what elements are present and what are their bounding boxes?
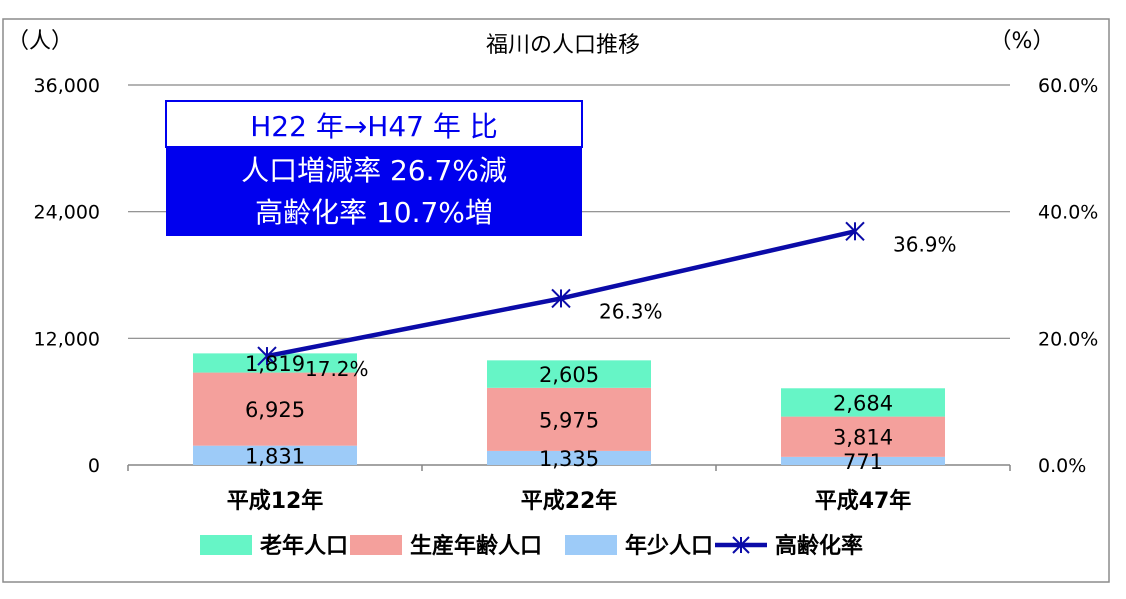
aging-rate-marker bbox=[845, 221, 865, 242]
bar-segment bbox=[193, 372, 357, 446]
legend-swatch bbox=[350, 535, 402, 555]
annotation-header-text: H22 年→H47 年 比 bbox=[250, 110, 498, 143]
left-tick-label: 12,000 bbox=[34, 328, 100, 350]
bar-segment bbox=[781, 416, 945, 457]
bar-value-label: 3,814 bbox=[833, 426, 893, 450]
bar-value-label: 2,684 bbox=[833, 391, 893, 415]
aging-rate-value-label: 36.9% bbox=[893, 232, 957, 256]
axes: 0 12,000 24,000 36,000 0.0% 20.0% 40.0% 60.0% 平成… bbox=[34, 75, 1099, 514]
right-tick-label: 0.0% bbox=[1038, 455, 1086, 477]
left-tick-label: 24,000 bbox=[34, 202, 100, 224]
aging-rate-line bbox=[257, 221, 865, 366]
bar-segment bbox=[487, 387, 651, 451]
category-label: 平成22年 bbox=[521, 488, 618, 514]
legend-marker bbox=[732, 536, 750, 554]
bar-value-label: 2,605 bbox=[539, 363, 599, 387]
annotation-header-bg bbox=[165, 100, 583, 148]
bar-value-label: 1,335 bbox=[539, 447, 599, 471]
category-label: 平成12年 bbox=[227, 488, 324, 514]
legend-label: 生産年齢人口 bbox=[410, 533, 542, 559]
bar-segment bbox=[193, 445, 357, 465]
left-tick-label: 36,000 bbox=[34, 75, 100, 97]
right-tick-label: 60.0% bbox=[1038, 75, 1098, 97]
aging-rate-marker bbox=[551, 288, 571, 309]
legend-label: 年少人口 bbox=[625, 533, 713, 559]
chart-title: 福川の人口推移 bbox=[486, 33, 640, 58]
right-axis-unit: （%） bbox=[990, 29, 1055, 54]
bar-segment bbox=[487, 450, 651, 465]
bar-segment bbox=[487, 360, 651, 388]
annotation-body-bg bbox=[166, 147, 582, 236]
annotation-change-rate: 人口増減率 26.7%減 bbox=[241, 154, 507, 187]
bar-segment bbox=[781, 388, 945, 417]
aging-rate-value-label: 26.3% bbox=[599, 299, 663, 323]
right-tick-label: 40.0% bbox=[1038, 202, 1098, 224]
bar-value-label: 1,831 bbox=[245, 444, 305, 468]
aging-rate-marker bbox=[257, 346, 277, 366]
bar-segment bbox=[781, 456, 945, 465]
legend-swatch bbox=[200, 535, 252, 555]
left-tick-label: 0 bbox=[88, 455, 100, 477]
category-label: 平成47年 bbox=[815, 488, 912, 514]
bar-value-label: 771 bbox=[843, 450, 883, 474]
legend-swatch bbox=[565, 535, 617, 555]
legend: 老年人口 生産年齢人口 年少人口 高齢化率 bbox=[200, 533, 863, 559]
bar-value-label: 5,975 bbox=[539, 408, 599, 432]
stacked-bars bbox=[193, 353, 945, 465]
left-axis-unit: （人） bbox=[7, 29, 73, 54]
bar-value-label: 6,925 bbox=[245, 398, 305, 422]
bar-value-label: 1,819 bbox=[245, 352, 305, 376]
comparison-annotation-box: H22 年→H47 年 比 人口増減率 26.7%減 高齢化率 10.7%増 bbox=[165, 100, 583, 236]
annotation-aging-rate: 高齢化率 10.7%増 bbox=[255, 196, 493, 229]
aging-rate-value-label: 17.2% bbox=[305, 357, 369, 381]
legend-label: 老年人口 bbox=[259, 533, 348, 559]
right-tick-label: 20.0% bbox=[1038, 328, 1098, 350]
legend-label: 高齢化率 bbox=[775, 533, 863, 559]
